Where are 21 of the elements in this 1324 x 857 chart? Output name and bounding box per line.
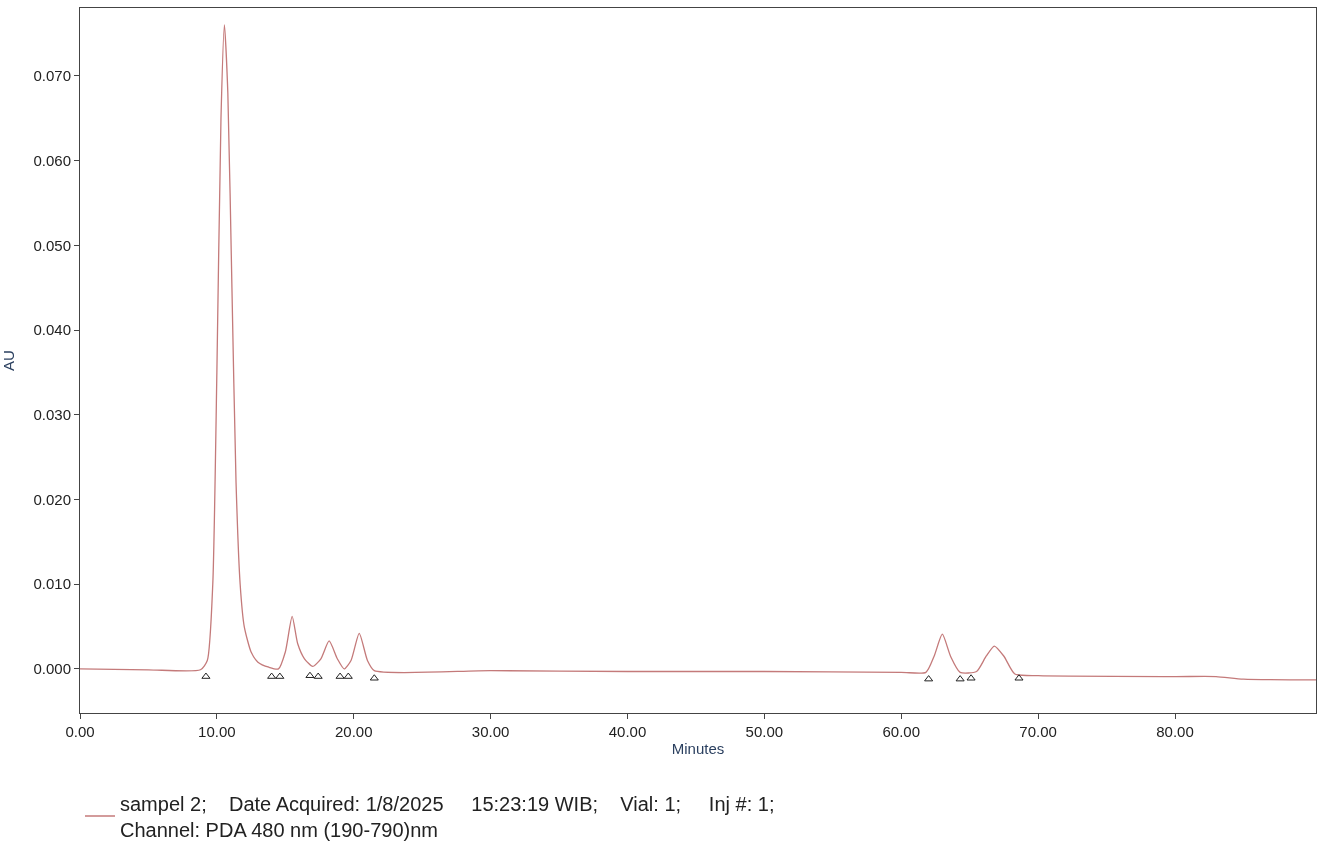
y-tick-label: 0.070 (33, 67, 71, 85)
x-tick-label: 80.00 (1156, 723, 1194, 740)
y-tick-label: 0.040 (33, 321, 71, 339)
y-tick-label: 0.050 (33, 236, 71, 254)
x-tick-label: 0.00 (65, 723, 95, 740)
y-tick-label: 0.020 (33, 490, 71, 508)
y-axis-title: AU (0, 350, 17, 371)
legend-label: sampel 2; Date Acquired: 1/8/2025 15:23:19 WIB; Vial: 1; Inj #: 1; Channel: PDA 480 nm (190-790)nm (120, 792, 775, 841)
y-tick-label: 0.000 (33, 660, 71, 678)
y-tick-label: 0.030 (33, 405, 71, 423)
y-tick-label: 0.060 (33, 151, 71, 169)
x-tick-label: 60.00 (882, 723, 921, 740)
x-tick-label: 50.00 (745, 723, 784, 740)
x-tick-label: 20.00 (334, 723, 373, 740)
x-tick-label: 40.00 (608, 723, 647, 740)
y-tick-label: 0.010 (33, 575, 71, 593)
line-series (80, 24, 1316, 681)
x-tick-label: 30.00 (471, 723, 510, 740)
x-axis-title: Minutes (671, 740, 725, 757)
x-tick-label: 70.00 (1019, 723, 1057, 740)
x-tick-label: 10.00 (198, 723, 236, 740)
